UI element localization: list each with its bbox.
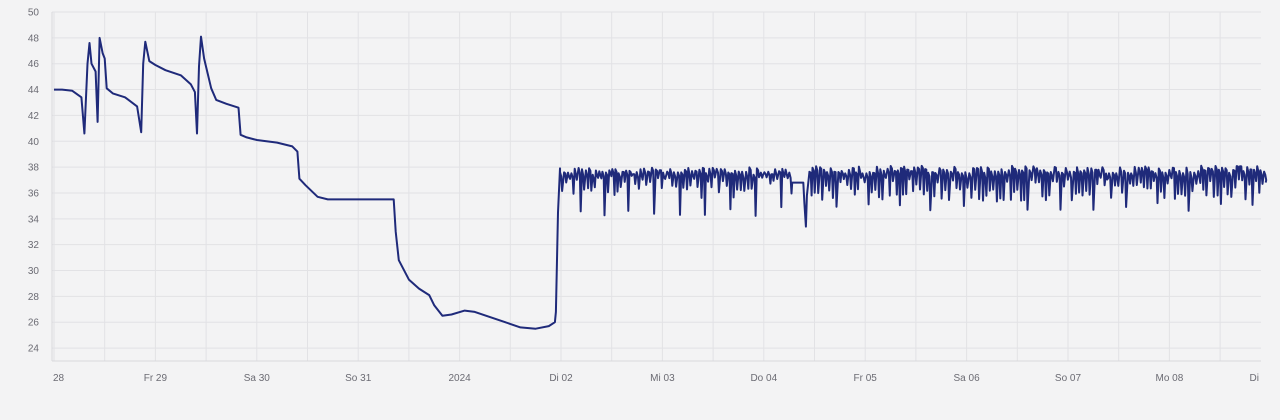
y-tick-label: 34 (28, 214, 40, 225)
y-tick-label: 26 (28, 318, 40, 329)
x-tick-label: Sa 06 (954, 373, 981, 384)
x-tick-label: So 31 (345, 373, 372, 384)
y-tick-label: 40 (28, 137, 40, 148)
x-tick-label: Do 04 (750, 373, 777, 384)
x-axis-labels: 28 Fr 29 Sa 30 So 31 2024 Di 02 Mi 03 Do 04 Fr 0… (53, 373, 1259, 384)
y-tick-label: 44 (28, 85, 40, 96)
y-tick-label: 36 (28, 188, 40, 199)
y-tick-label: 32 (28, 240, 40, 251)
y-tick-label: 28 (28, 292, 40, 303)
x-tick-label: Sa 30 (244, 373, 271, 384)
series-layer (54, 35, 1268, 330)
x-tick-label: Mi 03 (650, 373, 675, 384)
x-tick-label: 2024 (448, 373, 471, 384)
y-tick-label: 30 (28, 266, 40, 277)
x-tick-label: So 07 (1055, 373, 1082, 384)
y-axis-labels: 24 26 28 30 32 34 36 38 40 42 44 46 48 50 (28, 8, 40, 355)
x-tick-label: Mo 08 (1156, 373, 1184, 384)
y-tick-label: 38 (28, 163, 40, 174)
y-tick-label: 46 (28, 59, 40, 70)
x-tick-label: 28 (53, 373, 65, 384)
y-tick-label: 42 (28, 111, 40, 122)
grid (51, 11, 1261, 362)
x-tick-label: Di (1250, 373, 1259, 384)
y-tick-label: 50 (28, 8, 40, 19)
y-tick-label: 24 (28, 344, 40, 355)
y-tick-label: 48 (28, 33, 40, 44)
x-tick-label: Di 02 (549, 373, 573, 384)
x-tick-label: Fr 29 (144, 373, 168, 384)
series-line (54, 35, 1268, 330)
x-tick-label: Fr 05 (854, 373, 878, 384)
